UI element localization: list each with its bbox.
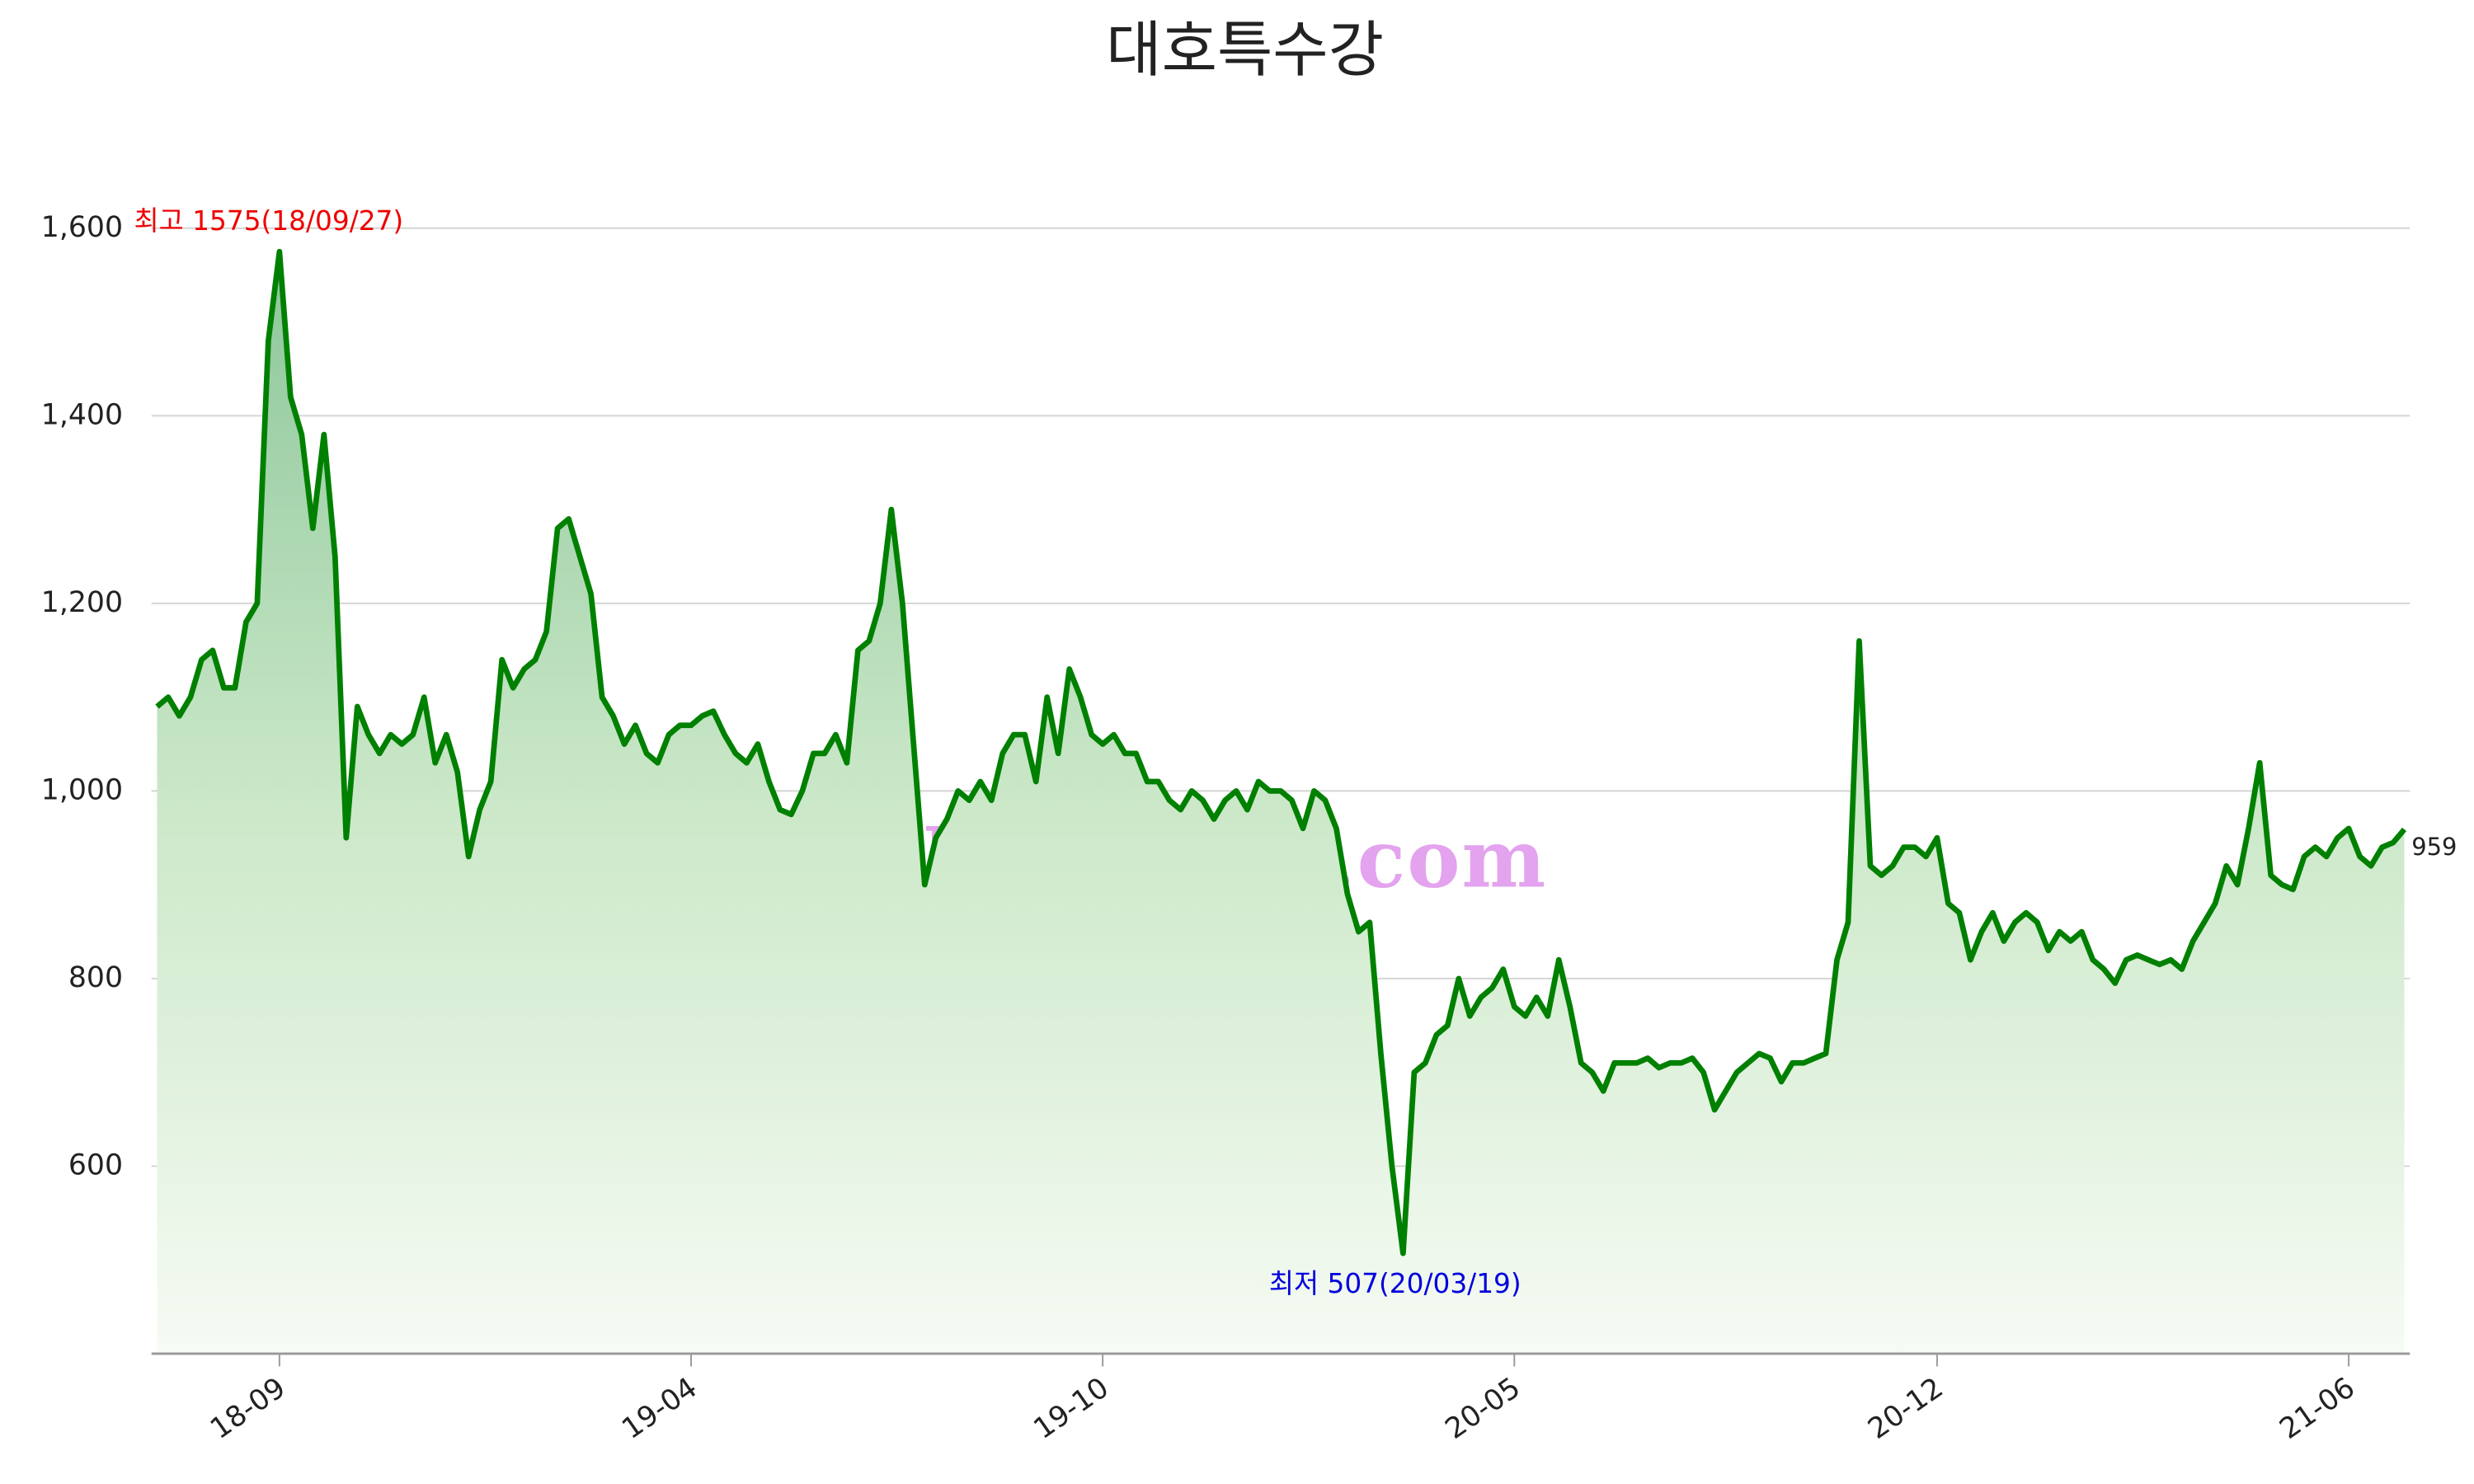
line [155, 248, 2407, 1256]
y-tick-label: 1,400 [41, 398, 123, 431]
min-annotation: 최저 507(20/03/19) [1269, 1268, 1522, 1299]
y-tick-label: 1,600 [41, 211, 123, 244]
y-tick-label: 1,200 [41, 586, 123, 619]
last-value-label: 959 [2411, 833, 2457, 861]
x-tick-label: 21-06 [2274, 1371, 2360, 1446]
area [157, 251, 2405, 1354]
x-tick-label: 19-04 [616, 1371, 703, 1446]
y-tick-label: 800 [68, 961, 123, 994]
chart-title: 대호특수강 [1106, 16, 1384, 86]
x-tick-label: 18-09 [205, 1371, 291, 1446]
x-tick-label: 20-05 [1440, 1371, 1526, 1446]
y-tick-label: 1,000 [41, 773, 123, 806]
x-tick-label: 19-10 [1028, 1371, 1114, 1446]
x-tick-label: 20-12 [1862, 1371, 1949, 1446]
max-annotation: 최고 1575(18/09/27) [134, 205, 404, 237]
y-tick-label: 600 [68, 1148, 123, 1181]
